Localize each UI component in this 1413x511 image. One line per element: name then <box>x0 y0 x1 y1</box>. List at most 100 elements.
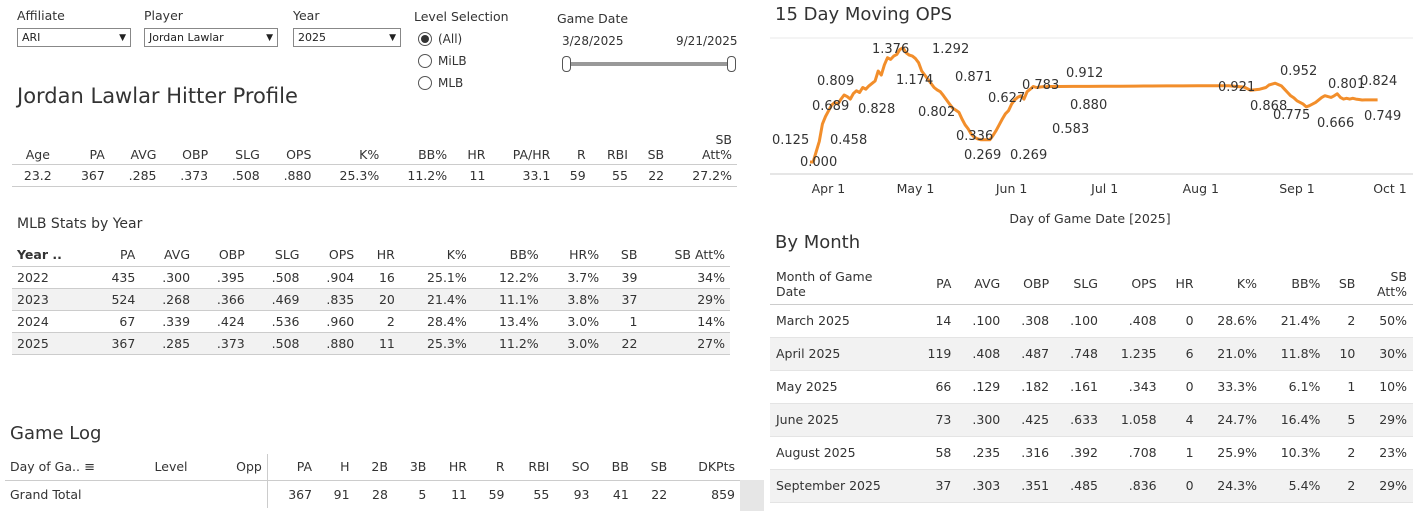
column-header: K% <box>1199 264 1263 305</box>
slider-handle-start[interactable] <box>562 56 571 72</box>
column-header: HR <box>452 126 491 165</box>
stat-value: 25.1% <box>399 266 472 289</box>
stat-value: 29% <box>642 288 730 311</box>
column-header: Month of Game Date <box>770 264 914 305</box>
data-label: 1.376 <box>872 42 909 57</box>
total-value: 28 <box>372 486 388 502</box>
stat-value: 12.2% <box>471 266 544 289</box>
player-label: Player <box>144 8 183 23</box>
data-label: 0.749 <box>1364 109 1401 124</box>
player-dropdown[interactable]: Jordan Lawlar ▼ <box>144 28 278 47</box>
stat-value: 3.0% <box>543 332 605 355</box>
table-row: 2024 67.339.424.536.960 2 28.4% 13.4% 3.0% 1 14… <box>12 310 730 333</box>
total-value: 859 <box>711 486 735 502</box>
stat-value: 10% <box>1361 370 1413 404</box>
column-header: PA <box>913 264 958 305</box>
stat-value: 25.3% <box>399 332 472 355</box>
table-row: April 2025 119.408.487.748 1.235 6 21.0% 11.8… <box>770 337 1413 371</box>
slider-handle-end[interactable] <box>727 56 736 72</box>
stat-value: 59 <box>555 164 591 187</box>
column-header: SB Att% <box>642 244 730 267</box>
column-header: PA <box>267 454 318 481</box>
stat-value: .536 <box>249 310 305 333</box>
column-header: OPS <box>304 244 360 267</box>
chart-title: 15 Day Moving OPS <box>775 4 953 25</box>
stat-value: 11.2% <box>384 164 453 187</box>
stat-value: 21.4% <box>399 288 472 311</box>
month-cell: September 2025 <box>770 469 914 503</box>
data-label: 0.125 <box>772 133 809 148</box>
stat-value: 524 <box>91 288 141 311</box>
stat-value: .285 <box>109 164 162 187</box>
level-option-milb[interactable]: MiLB <box>418 50 467 72</box>
stat-value: 24.7% <box>1199 403 1263 437</box>
total-value: 11 <box>451 486 467 502</box>
stat-value: .880 <box>264 164 317 187</box>
grand-total-label: Grand Total <box>10 486 82 502</box>
date-end: 9/21/2025 <box>676 34 738 48</box>
year-dropdown[interactable]: 2025 ▼ <box>293 28 401 47</box>
column-header: RBI <box>509 454 555 481</box>
stat-value: 37 <box>913 469 958 503</box>
table-row: August 2025 58.235.316.392.708 1 25.9% 10.3%… <box>770 436 1413 470</box>
stat-value: .235 <box>957 436 1007 470</box>
level-option-mlb[interactable]: MLB <box>418 72 467 94</box>
stat-value: 14% <box>642 310 730 333</box>
column-header: SO <box>554 454 595 481</box>
data-label: 0.269 <box>1010 148 1047 163</box>
stat-value: 34% <box>642 266 730 289</box>
stat-value: 50% <box>1361 304 1413 338</box>
data-label: 0.336 <box>956 129 993 144</box>
scrollbar[interactable] <box>740 480 764 511</box>
stat-value: 5 <box>1326 403 1362 437</box>
data-label: 0.801 <box>1328 77 1365 92</box>
column-header: HR <box>359 244 400 267</box>
x-axis-title: Day of Game Date [2025] <box>1009 211 1170 226</box>
column-header: AVG <box>957 264 1007 305</box>
data-label: 0.627 <box>988 91 1025 106</box>
year-value: 2025 <box>298 31 326 44</box>
stat-value: 3.8% <box>543 288 605 311</box>
column-header: OBP <box>195 244 250 267</box>
date-range-slider[interactable] <box>562 56 738 72</box>
sort-icon[interactable]: ≡ <box>79 459 96 475</box>
stat-value: .395 <box>195 266 250 289</box>
stat-value: 2 <box>1326 436 1362 470</box>
stat-value: .408 <box>1104 304 1163 338</box>
stat-value: 1.235 <box>1104 337 1163 371</box>
total-value: 5 <box>418 486 427 502</box>
empty-cell <box>214 480 268 508</box>
column-header: SLG <box>249 244 305 267</box>
data-label: 0.952 <box>1280 64 1317 79</box>
stat-value: 66 <box>913 370 958 404</box>
data-label: 0.912 <box>1066 66 1103 81</box>
affiliate-dropdown[interactable]: ARI ▼ <box>17 28 131 47</box>
radio-icon <box>418 54 432 68</box>
month-cell: May 2025 <box>770 370 914 404</box>
x-tick-label: Sep 1 <box>1279 181 1315 196</box>
column-header: 2B <box>354 454 393 481</box>
stat-value: .408 <box>957 337 1007 371</box>
x-tick-label: Jul 1 <box>1090 181 1118 196</box>
column-header: RBI <box>590 126 633 165</box>
stat-value: 1 <box>1162 436 1200 470</box>
column-header: BB% <box>471 244 544 267</box>
column-header: OPS <box>1104 264 1163 305</box>
column-header: AVG <box>140 244 196 267</box>
stat-value: .182 <box>1006 370 1056 404</box>
level-option-label: (All) <box>438 32 463 46</box>
by-month-table: Month of Game Date PA AVG OBP SLG OPS HR K% BB% SB… <box>770 264 1413 503</box>
level-option-all[interactable]: (All) <box>418 28 467 50</box>
stat-value: .268 <box>140 288 196 311</box>
column-header[interactable]: Day of Ga.. ≡ <box>5 454 143 481</box>
column-header: SB Att% <box>669 126 737 165</box>
column-header: PA <box>91 244 141 267</box>
stat-value: .161 <box>1055 370 1104 404</box>
stat-value: .366 <box>195 288 250 311</box>
column-header: R <box>555 126 591 165</box>
stat-value: .373 <box>195 332 250 355</box>
stat-value: 2 <box>359 310 400 333</box>
stat-value: 11 <box>452 164 491 187</box>
table-header-row: Year .. PA AVG OBP SLG OPS HR K% BB% HR% SB SB Att% <box>12 244 730 267</box>
stat-value: 3.7% <box>543 266 605 289</box>
